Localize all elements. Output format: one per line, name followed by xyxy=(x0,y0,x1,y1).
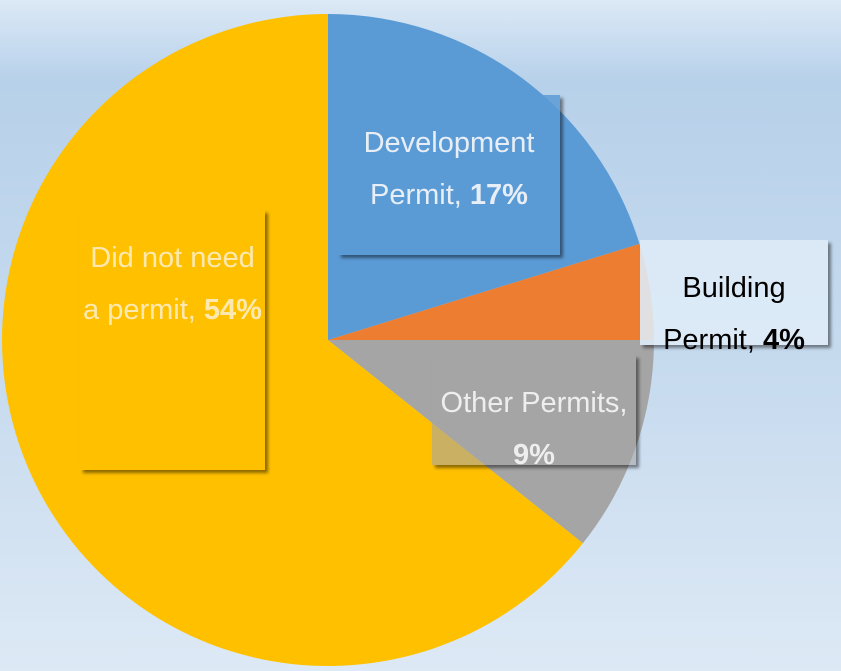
slice-name: Other Permits, xyxy=(440,387,628,419)
data-label: Did not need a permit, 54% xyxy=(80,210,265,470)
slice-name: Development Permit, xyxy=(363,127,535,211)
pie-slice xyxy=(328,243,654,340)
pie-slice xyxy=(1,14,583,666)
slice-value: 54% xyxy=(203,294,262,326)
slice-name: Did not need a permit, xyxy=(83,242,255,326)
data-label: Development Permit, 17% xyxy=(338,95,560,255)
slice-value: 4% xyxy=(762,324,805,356)
data-label: Building Permit, 4% xyxy=(640,240,828,356)
slice-value: 9% xyxy=(513,439,555,471)
slice-value: 17% xyxy=(469,179,528,211)
slice-name: Building Permit, xyxy=(663,272,786,356)
data-label: Other Permits, 9% xyxy=(432,355,636,471)
